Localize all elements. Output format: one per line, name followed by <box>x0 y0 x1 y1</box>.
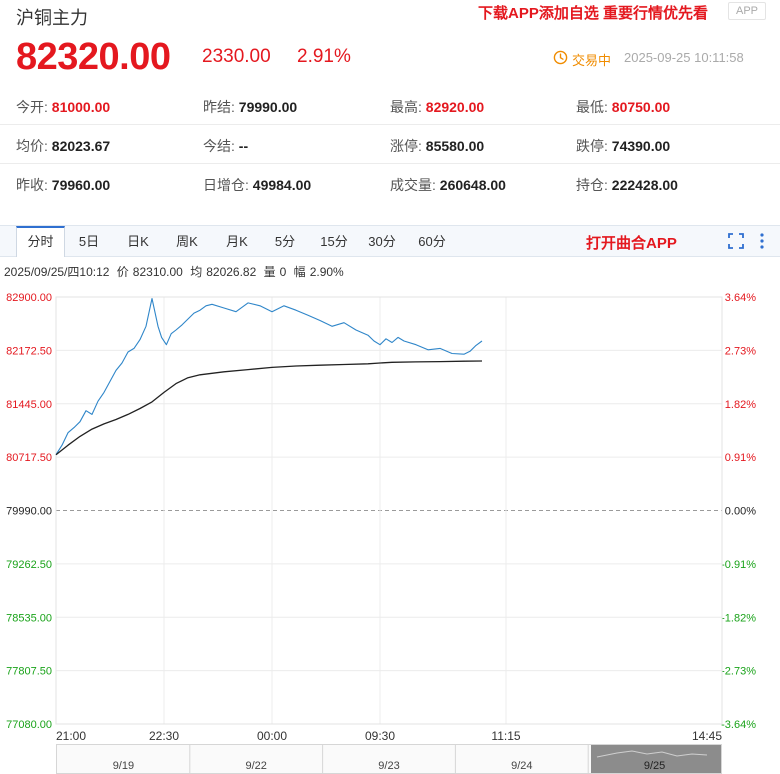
x-tick-label: 22:30 <box>149 729 179 743</box>
stat-cell: 最高: 82920.00 <box>390 99 485 115</box>
y-tick-label-right: 3.64% <box>725 292 756 304</box>
y-tick-label-left: 80717.50 <box>6 452 52 464</box>
period-tabs: 分时 5日 日K 周K 月K 5分 15分 30分 60分 打开曲合APP <box>0 225 780 257</box>
price-change: 2330.00 <box>202 46 271 67</box>
info-avg: 82026.82 <box>206 265 257 279</box>
x-tick-label: 21:00 <box>56 729 86 743</box>
navigator-date-label: 9/19 <box>113 760 134 772</box>
y-tick-label-left: 77807.50 <box>6 666 52 678</box>
y-tick-label-left: 82900.00 <box>6 292 52 304</box>
y-tick-label-left: 81445.00 <box>6 399 52 411</box>
intraday-chart[interactable]: 82900.00 3.64% 82172.50 2.73% 81445.00 1.82% 8… <box>0 283 780 743</box>
y-tick-label-left: 82172.50 <box>6 345 52 357</box>
tab-weekly-k[interactable]: 周K <box>176 234 198 249</box>
tab-15min[interactable]: 15分 <box>320 234 348 249</box>
contract-title: 沪铜主力 <box>16 8 88 28</box>
tab-5day[interactable]: 5日 <box>78 234 100 249</box>
x-tick-label: 14:45 <box>692 729 722 743</box>
price-line <box>55 297 483 455</box>
stat-cell: 昨结: 79990.00 <box>203 99 298 115</box>
tab-30min[interactable]: 30分 <box>368 234 396 249</box>
stat-cell: 今开: 81000.00 <box>16 99 111 115</box>
trading-status: 交易中 <box>572 53 612 68</box>
fullscreen-icon[interactable] <box>728 233 744 249</box>
y-tick-label-left: 79990.00 <box>6 506 52 518</box>
price-change-percent: 2.91% <box>297 46 351 67</box>
stats-row: 均价: 82023.67 今结: -- 涨停: 85580.00 跌停: 743… <box>0 125 780 164</box>
x-tick-label: 11:15 <box>491 729 520 743</box>
stat-cell: 今结: -- <box>203 138 249 154</box>
navigator-selection <box>591 745 721 773</box>
header: 沪铜主力 下载APP添加自选 重要行情优先看 APP <box>0 0 780 40</box>
average-price-line <box>55 360 483 456</box>
info-vol-label: 量 <box>263 265 276 279</box>
info-price: 82310.00 <box>132 265 183 279</box>
y-tick-label-right: 2.73% <box>725 345 756 357</box>
navigator-track[interactable]: 9/19 9/22 9/23 9/24 9/25 <box>57 745 721 773</box>
y-tick-label-left: 77080.00 <box>6 719 52 731</box>
y-tick-label-right: 0.00% <box>725 506 756 518</box>
y-tick-label-right: 0.91% <box>725 452 756 464</box>
info-datetime: 2025/09/25/四10:12 <box>4 265 110 279</box>
stats-row: 昨收: 79960.00 日增仓: 49984.00 成交量: 260648.0… <box>0 164 780 203</box>
info-range-label: 幅 <box>293 265 306 279</box>
app-badge[interactable]: APP <box>728 2 766 20</box>
navigator-date-label: 9/25 <box>644 760 665 772</box>
x-tick-label: 00:00 <box>257 729 287 743</box>
navigator-sparkline <box>596 750 708 758</box>
stats-row: 今开: 81000.00 昨结: 79990.00 最高: 82920.00 最… <box>0 86 780 125</box>
info-range: 2.90% <box>309 265 344 279</box>
y-tick-label-left: 79262.50 <box>6 559 52 571</box>
navigator-date-label: 9/23 <box>378 760 399 772</box>
y-tick-label-right: 1.82% <box>725 399 756 411</box>
navigator-date-label: 9/24 <box>511 760 532 772</box>
open-app-link[interactable]: 打开曲合APP <box>586 235 677 252</box>
quote-timestamp: 2025-09-25 10:11:58 <box>624 50 744 65</box>
stat-cell: 持仓: 222428.00 <box>576 177 678 193</box>
clock-icon <box>553 50 568 65</box>
tab-5min[interactable]: 5分 <box>274 234 296 249</box>
quote-row: 82320.00 2330.00 2.91% 交易中 2025-09-25 10… <box>0 34 780 82</box>
plot-frame <box>55 296 723 725</box>
info-vol: 0 <box>279 265 287 279</box>
navigator-date-label: 9/22 <box>245 760 266 772</box>
stat-cell: 均价: 82023.67 <box>16 138 111 154</box>
date-navigator[interactable]: 9/19 9/22 9/23 9/24 9/25 <box>56 744 722 774</box>
stat-cell: 最低: 80750.00 <box>576 99 671 115</box>
y-tick-label-right: -0.91% <box>721 559 756 571</box>
stat-cell: 涨停: 85580.00 <box>390 138 485 154</box>
y-tick-label-left: 78535.00 <box>6 612 52 624</box>
tab-60min[interactable]: 60分 <box>418 234 446 249</box>
y-tick-label-right: -1.82% <box>721 612 756 624</box>
tab-intraday[interactable]: 分时 <box>16 226 65 257</box>
info-price-label: 价 <box>116 265 129 279</box>
stat-cell: 昨收: 79960.00 <box>16 177 111 193</box>
info-avg-label: 均 <box>190 265 203 279</box>
stat-cell: 成交量: 260648.00 <box>390 177 506 193</box>
stat-cell: 跌停: 74390.00 <box>576 138 671 154</box>
tab-daily-k[interactable]: 日K <box>127 234 149 249</box>
more-menu-icon[interactable] <box>757 231 767 251</box>
tab-monthly-k[interactable]: 月K <box>226 234 248 249</box>
x-tick-label: 09:30 <box>365 729 395 743</box>
last-price: 82320.00 <box>16 36 171 78</box>
y-tick-label-right: -3.64% <box>721 719 756 731</box>
y-tick-label-right: -2.73% <box>721 666 756 678</box>
stat-cell: 日增仓: 49984.00 <box>203 177 312 193</box>
download-app-promo-link[interactable]: 下载APP添加自选 重要行情优先看 <box>478 5 709 22</box>
